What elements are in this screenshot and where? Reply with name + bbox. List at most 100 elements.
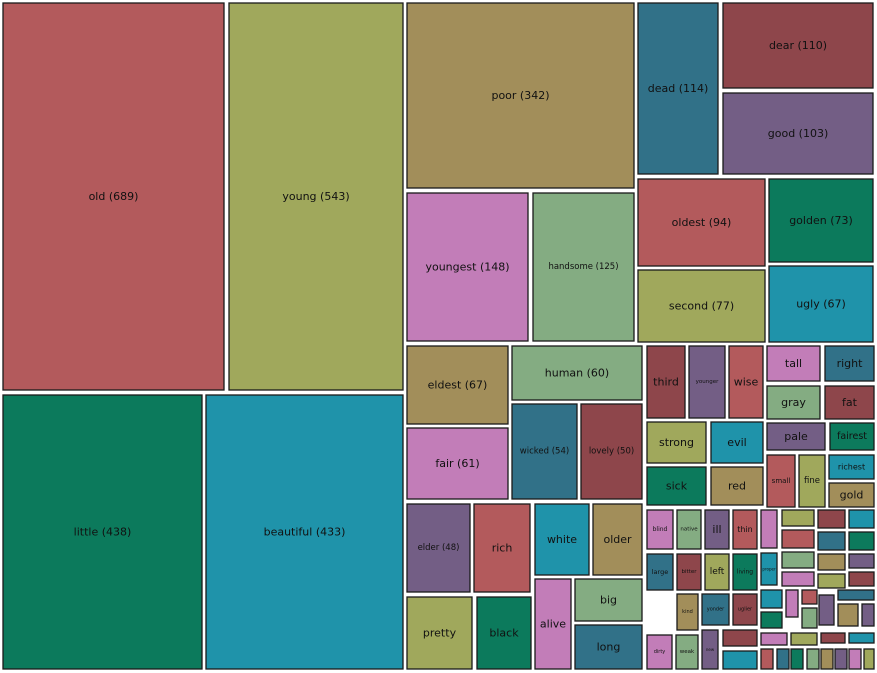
cell-pale-rect xyxy=(766,422,826,451)
cell-golden: golden (73) xyxy=(768,178,874,263)
small-tile-21 xyxy=(790,632,818,646)
cell-small: small xyxy=(766,454,796,508)
cell-ugly: ugly (67) xyxy=(768,265,874,343)
cell-kind: kind xyxy=(676,593,699,631)
cell-pretty: pretty xyxy=(406,596,473,670)
cell-fairest-rect xyxy=(829,422,875,451)
cell-human-rect xyxy=(511,345,643,401)
cell-fine: fine xyxy=(798,454,826,508)
cell-label-new: new xyxy=(706,647,715,652)
small-tile-7 xyxy=(781,551,815,569)
cell-white: white xyxy=(534,503,590,576)
cell-sick: sick xyxy=(646,466,707,506)
small-tile-8-rect xyxy=(817,553,846,571)
cell-label-blind: blind xyxy=(653,526,668,533)
cell-label-pretty: pretty xyxy=(423,627,457,640)
cell-label-pale: pale xyxy=(784,430,808,443)
cell-poor: poor (342) xyxy=(406,2,635,189)
small-tile-29 xyxy=(834,648,848,670)
cell-ill-rect xyxy=(704,509,730,550)
cell-rich-rect xyxy=(473,503,531,593)
small-tile-33 xyxy=(722,650,758,670)
cell-label-large: large xyxy=(652,568,668,576)
small-tile-9-rect xyxy=(848,553,875,569)
small-tile-20 xyxy=(760,632,788,646)
cell-label-kind: kind xyxy=(682,609,693,615)
cell-label-white: white xyxy=(547,533,577,546)
cell-young-rect xyxy=(228,2,404,391)
cell-label-weak: weak xyxy=(680,649,695,655)
cell-thin: thin xyxy=(732,509,758,550)
small-tile-32 xyxy=(722,629,758,647)
cell-gold-rect xyxy=(828,482,875,508)
cell-human: human (60) xyxy=(511,345,643,401)
cell-white-rect xyxy=(534,503,590,576)
cell-label-dead: dead (114) xyxy=(648,82,709,95)
small-tile-7-rect xyxy=(781,551,815,569)
cell-label-strong: strong xyxy=(659,436,694,449)
cell-left-rect xyxy=(704,553,730,591)
cell-label-young: young (543) xyxy=(282,190,349,203)
cell-little-rect xyxy=(2,394,203,670)
small-tile-33-rect xyxy=(722,650,758,670)
small-tile-24-rect xyxy=(760,648,774,670)
cell-label-fat: fat xyxy=(842,396,858,409)
cell-oldest-rect xyxy=(637,178,766,267)
cell-pale: pale xyxy=(766,422,826,451)
small-tile-11-rect xyxy=(817,573,846,589)
cell-label-little: little (438) xyxy=(74,526,132,539)
cell-second: second (77) xyxy=(637,269,766,343)
small-tile-16-rect xyxy=(760,611,783,629)
cell-proper: proper xyxy=(760,552,778,586)
small-tile-26 xyxy=(790,648,804,670)
cell-dirty-rect xyxy=(646,634,673,670)
cell-younger: younger xyxy=(688,345,726,419)
cell-beautiful: beautiful (433) xyxy=(205,394,404,670)
cell-label-lovely: lovely (50) xyxy=(589,447,634,457)
cell-strong: strong xyxy=(646,421,707,464)
cell-label-left: left xyxy=(710,567,725,577)
small-tile-21-rect xyxy=(790,632,818,646)
small-tile-3 xyxy=(848,509,875,529)
cell-strong-rect xyxy=(646,421,707,464)
cell-label-older: older xyxy=(603,533,632,546)
cell-right-rect xyxy=(824,345,875,382)
cell-gray: gray xyxy=(766,385,821,420)
cell-label-beautiful: beautiful (433) xyxy=(264,526,346,539)
cell-label-ugly: ugly (67) xyxy=(796,298,846,311)
small-tile-29-rect xyxy=(834,648,848,670)
cell-evil: evil xyxy=(710,421,764,464)
cell-old-rect xyxy=(2,2,225,391)
cell-elder-rect xyxy=(406,503,471,593)
small-tile-18-rect xyxy=(837,603,859,627)
cell-stupid xyxy=(785,589,799,618)
cell-little: little (438) xyxy=(2,394,203,670)
small-tile-30 xyxy=(848,648,862,670)
cell-label-evil: evil xyxy=(727,436,746,449)
small-tile-15-rect xyxy=(837,589,875,601)
cell-black: black xyxy=(476,596,532,670)
small-tile-25 xyxy=(776,648,790,670)
cell-ill: ill xyxy=(704,509,730,550)
cell-brave xyxy=(818,594,835,626)
cell-tall: tall xyxy=(766,345,821,382)
small-tile-13 xyxy=(760,589,783,609)
small-tile-14-rect xyxy=(801,589,818,605)
small-tile-28 xyxy=(820,648,834,670)
cell-wicked: wicked (54) xyxy=(511,403,578,500)
cell-bitter: bitter xyxy=(676,553,702,591)
cell-label-handsome: handsome (125) xyxy=(548,262,618,272)
small-tile-27 xyxy=(806,648,820,670)
cell-right: right xyxy=(824,345,875,382)
cell-old: old (689) xyxy=(2,2,225,391)
cell-evil-rect xyxy=(710,421,764,464)
cell-elder: elder (48) xyxy=(406,503,471,593)
cell-brave-rect xyxy=(818,594,835,626)
cell-label-fine: fine xyxy=(804,476,820,486)
cell-label-dirty: dirty xyxy=(654,649,666,655)
cell-label-small: small xyxy=(772,477,791,485)
small-tile-22-rect xyxy=(820,632,846,644)
small-tile-18 xyxy=(837,603,859,627)
cell-uglier: uglier xyxy=(732,593,758,626)
small-tile-2-rect xyxy=(817,509,846,529)
